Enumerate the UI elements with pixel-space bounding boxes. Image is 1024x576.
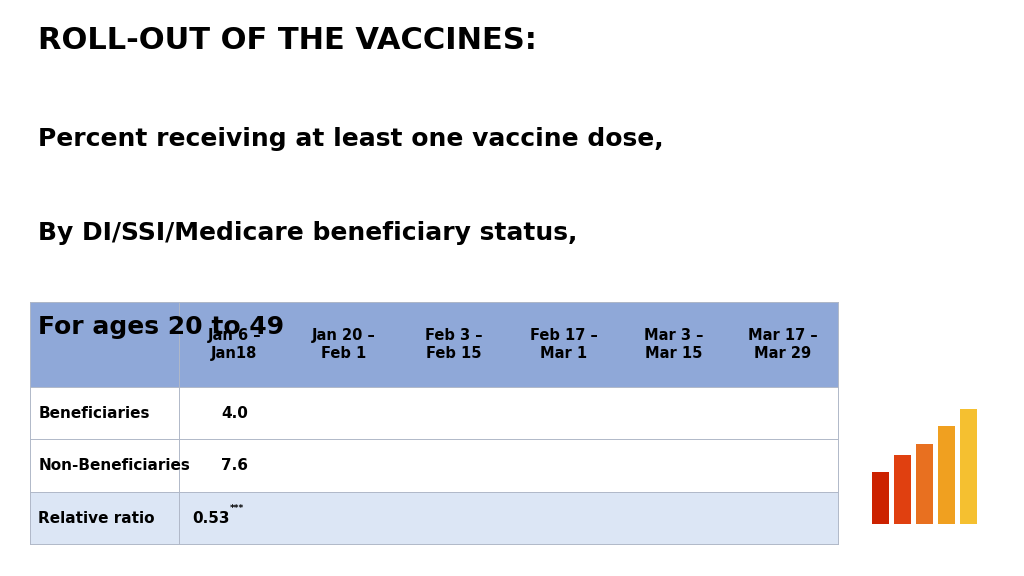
Text: 7.6: 7.6 [221,458,248,473]
Bar [30,302,838,387]
Text: Percent receiving at least one vaccine dose,: Percent receiving at least one vaccine d… [39,127,665,151]
Bar [871,472,889,524]
Bar [938,426,954,524]
Text: Beneficiaries: Beneficiaries [39,406,150,421]
Text: ROLL-OUT OF THE VACCINES:: ROLL-OUT OF THE VACCINES: [39,26,538,55]
Bar [959,409,977,524]
Text: Relative ratio: Relative ratio [39,510,155,526]
Text: By DI/SSI/Medicare beneficiary status,: By DI/SSI/Medicare beneficiary status, [39,221,578,245]
Bar [30,387,838,439]
Text: Non-Beneficiaries: Non-Beneficiaries [39,458,190,473]
Text: ***: *** [230,504,245,513]
FancyBboxPatch shape [862,484,886,530]
Text: Feb 17 –
Mar 1: Feb 17 – Mar 1 [529,328,597,361]
Bar [894,455,910,524]
Text: Jan 20 –
Feb 1: Jan 20 – Feb 1 [312,328,376,361]
Text: For ages 20 to 49: For ages 20 to 49 [39,314,285,339]
Bar [30,492,838,544]
Text: 4.0: 4.0 [221,406,248,421]
Bar [915,444,933,524]
Text: Jan 6 –
Jan18: Jan 6 – Jan18 [208,328,261,361]
Text: 0.53: 0.53 [193,510,230,526]
Text: Mar 17 –
Mar 29: Mar 17 – Mar 29 [749,328,818,361]
Text: Mar 3 –
Mar 15: Mar 3 – Mar 15 [644,328,703,361]
Text: Feb 3 –
Feb 15: Feb 3 – Feb 15 [425,328,482,361]
Bar [30,439,838,492]
FancyBboxPatch shape [983,478,1017,530]
